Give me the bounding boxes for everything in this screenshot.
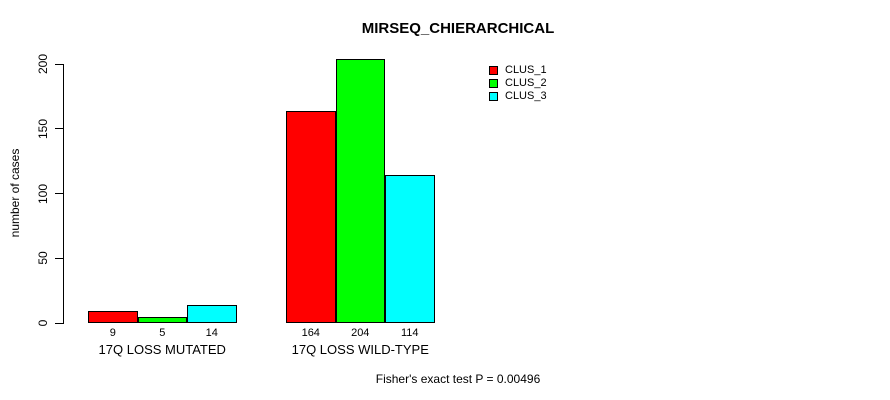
y-tick-label: 150 — [36, 118, 50, 139]
bar-value-label: 9 — [109, 327, 116, 339]
legend-label: CLUS_3 — [505, 90, 547, 102]
bar-value-label: 164 — [301, 327, 320, 339]
legend-swatch-clus_2 — [489, 79, 498, 88]
chart-title: MIRSEQ_CHIERARCHICAL — [361, 20, 555, 37]
y-tick-label: 0 — [36, 319, 50, 327]
bar-clus_1-group1 — [88, 311, 138, 323]
category-label: 17Q LOSS WILD-TYPE — [291, 342, 429, 357]
legend-swatch-clus_3 — [489, 92, 498, 101]
bar-value-label: 14 — [205, 327, 218, 339]
bar-clus_1-group2 — [286, 110, 336, 323]
bar-clus_3-group2 — [385, 175, 435, 323]
legend-label: CLUS_2 — [505, 77, 547, 89]
legend-item-clus_3: CLUS_3 — [489, 90, 547, 103]
y-axis-line — [63, 64, 64, 324]
stat-annotation: Fisher's exact test P = 0.00496 — [375, 372, 541, 386]
y-tick-label: 50 — [36, 251, 50, 265]
y-tick-label: 100 — [36, 183, 50, 204]
y-axis-tick — [55, 128, 63, 130]
bar-value-label: 114 — [400, 327, 419, 339]
y-axis-tick — [55, 322, 63, 324]
y-axis-tick — [55, 63, 63, 65]
y-tick-label: 200 — [36, 53, 50, 75]
y-axis-tick — [55, 193, 63, 194]
category-label: 17Q LOSS MUTATED — [98, 342, 226, 357]
legend-item-clus_1: CLUS_1 — [489, 64, 547, 77]
legend-label: CLUS_1 — [505, 64, 547, 76]
bar-value-label: 5 — [159, 327, 166, 339]
bar-clus_2-group2 — [335, 58, 385, 323]
bar-value-label: 204 — [351, 327, 370, 339]
legend-swatch-clus_1 — [489, 66, 498, 75]
legend-item-clus_2: CLUS_2 — [489, 77, 547, 90]
y-axis-label: number of cases — [8, 148, 22, 238]
y-axis-tick — [55, 257, 63, 259]
bar-clus_2-group1 — [137, 316, 187, 323]
bar-clus_3-group1 — [187, 304, 237, 323]
